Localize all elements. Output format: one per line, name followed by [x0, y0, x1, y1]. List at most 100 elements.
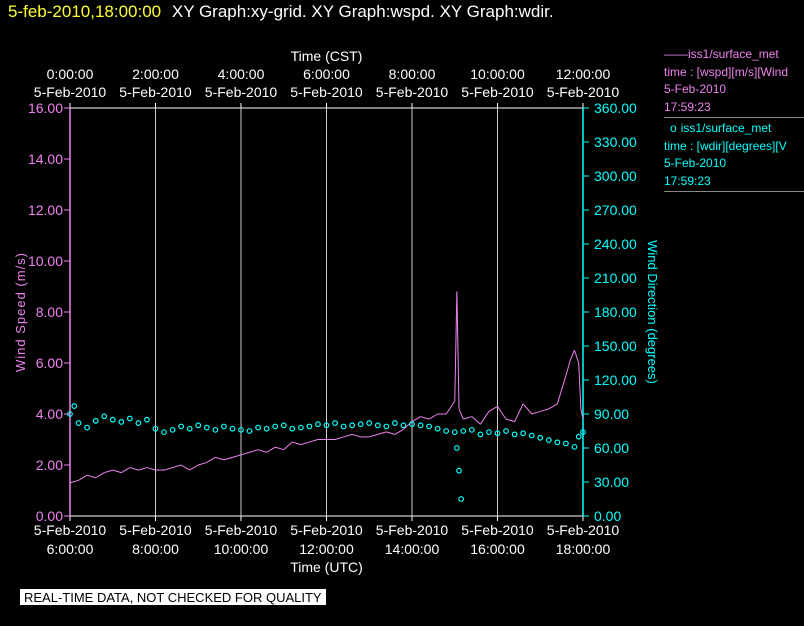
wind-speed-line-segment — [471, 416, 481, 425]
top-x-tick-label-date: 5-Feb-2010 — [34, 84, 107, 100]
wind-speed-line-segment — [309, 439, 319, 443]
x-tick-label-date: 5-Feb-2010 — [205, 522, 278, 538]
wind-speed-line-segment — [334, 436, 344, 440]
wind-direction-point — [212, 426, 219, 433]
wind-speed-line-segment — [573, 350, 580, 364]
wind-speed-line-segment — [497, 406, 507, 420]
wind-direction-point — [101, 413, 108, 420]
wind-direction-point — [456, 467, 462, 474]
top-x-tick-label-time: 6:00:00 — [303, 66, 350, 82]
y2-tick-label: 0.00 — [594, 508, 621, 524]
wind-speed-line-segment — [112, 469, 122, 474]
wind-direction-point — [383, 423, 390, 430]
wind-direction-point — [357, 421, 364, 428]
wind-speed-line-segment — [386, 431, 396, 435]
wind-direction-point — [161, 429, 167, 436]
wind-direction-point — [458, 496, 465, 502]
wind-speed-line-segment — [420, 416, 430, 420]
y1-tick-label: 4.00 — [36, 406, 63, 422]
legend-series-time: 17:59:23 — [664, 99, 711, 114]
wind-direction-point — [545, 437, 552, 443]
wind-direction-point — [366, 420, 373, 426]
wind-speed-line-segment — [458, 408, 464, 420]
wind-direction-point — [580, 429, 586, 436]
wind-direction-point — [297, 424, 304, 431]
wind-direction-point — [443, 428, 450, 434]
legend-line-marker: —— — [664, 47, 688, 61]
y1-tick-label: 6.00 — [36, 355, 63, 371]
wind-direction-point — [67, 411, 73, 417]
wind-speed-line-segment — [189, 464, 199, 471]
wind-direction-point — [195, 422, 202, 429]
wind-direction-point — [238, 426, 244, 433]
x-tick-label-time: 8:00:00 — [132, 541, 179, 557]
wind-speed-line-segment — [206, 456, 216, 463]
wind-direction-point — [520, 430, 527, 437]
y1-tick-label: 10.00 — [28, 253, 63, 269]
wind-speed-line-segment — [146, 467, 156, 471]
wind-direction-point — [340, 423, 347, 430]
wind-direction-point — [563, 440, 569, 447]
x-tick-label-time: 16:00:00 — [470, 541, 525, 557]
wind-speed-line-segment — [522, 403, 533, 415]
x-tick-label-date: 5-Feb-2010 — [461, 522, 534, 538]
wind-direction-point — [571, 443, 578, 450]
wind-speed-line-segment — [569, 350, 575, 361]
wind-speed-line-segment — [95, 472, 105, 479]
wind-direction-point — [263, 425, 270, 432]
wind-speed-line-segment — [565, 360, 571, 376]
wind-direction-point — [75, 420, 82, 426]
wind-speed-line-segment — [456, 291, 460, 409]
y2-tick-label: 150.00 — [594, 338, 637, 354]
top-x-tick-label-date: 5-Feb-2010 — [376, 84, 449, 100]
legend-series-name: iss1/surface_met — [680, 121, 772, 135]
top-x-tick-label-date: 5-Feb-2010 — [461, 84, 534, 100]
y2-tick-label: 210.00 — [594, 270, 637, 286]
wind-direction-point — [332, 420, 338, 426]
wind-speed-line-segment — [129, 467, 139, 471]
legend-entry-wspd[interactable]: ——iss1/surface_met time : [wspd][m/s][Wi… — [664, 46, 804, 118]
x-tick-label-date: 5-Feb-2010 — [119, 522, 192, 538]
wind-speed-line-segment — [445, 400, 456, 415]
wind-speed-line-segment — [78, 474, 88, 481]
wind-direction-point — [494, 430, 501, 437]
wind-direction-point — [280, 422, 287, 429]
legend-entry-wdir[interactable]: o iss1/surface_met time : [wdir][degrees]… — [664, 120, 804, 192]
wind-direction-point — [144, 416, 150, 423]
page-header: 5-feb-2010,18:00:00 XY Graph:xy-grid. XY… — [8, 2, 554, 22]
wind-speed-line-segment — [138, 467, 148, 471]
wind-speed-line-segment — [578, 362, 582, 409]
wind-speed-line-segment — [463, 416, 472, 420]
x-tick-label-date: 5-Feb-2010 — [290, 522, 363, 538]
wind-direction-point — [349, 422, 356, 429]
wind-direction-point — [409, 421, 415, 428]
wind-speed-line-segment — [275, 446, 284, 451]
y2-tick-label: 360.00 — [594, 100, 637, 116]
wind-direction-point — [374, 422, 381, 429]
y2-tick-label: 180.00 — [594, 304, 637, 320]
wind-direction-point — [426, 423, 433, 430]
wind-direction-point — [468, 426, 475, 433]
wind-speed-line-segment — [428, 413, 438, 420]
wind-direction-point — [135, 420, 142, 426]
x-axis-title: Time (UTC) — [290, 559, 363, 575]
wind-direction-point — [126, 415, 133, 422]
wind-direction-point — [323, 422, 330, 429]
wind-speed-line-segment — [172, 464, 182, 469]
wind-direction-point — [203, 424, 210, 431]
x-tick-label-date: 5-Feb-2010 — [34, 522, 107, 538]
wind-speed-line-segment — [266, 446, 276, 453]
wind-direction-point — [392, 420, 398, 426]
top-x-tick-label-time: 0:00:00 — [47, 66, 94, 82]
wind-direction-point — [453, 445, 460, 451]
wind-speed-line-segment — [514, 403, 524, 422]
wind-direction-point — [246, 428, 253, 434]
top-axis-title: Time (CST) — [291, 48, 363, 64]
wind-speed-line-segment — [548, 403, 558, 410]
top-x-tick-label-time: 12:00:00 — [556, 66, 611, 82]
top-x-tick-label-time: 8:00:00 — [389, 66, 436, 82]
wind-speed-line-segment — [540, 408, 549, 412]
wind-speed-line-segment — [69, 479, 79, 484]
wind-direction-point — [460, 428, 467, 434]
y2-tick-label: 120.00 — [594, 372, 637, 388]
